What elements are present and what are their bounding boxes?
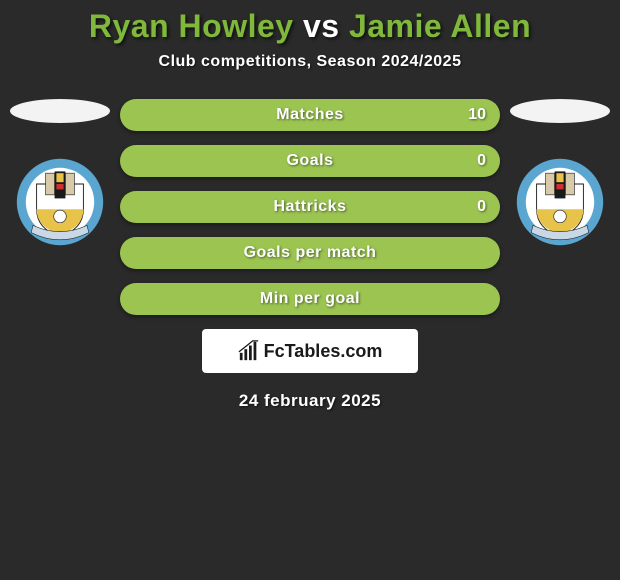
player2-name: Jamie Allen [349, 8, 531, 44]
stat-row-goals-per-match: Goals per match [120, 237, 500, 269]
club-crest-icon [515, 157, 605, 247]
right-player-column [510, 99, 610, 247]
stat-row-hattricks: Hattricks 0 [120, 191, 500, 223]
page-title: Ryan Howley vs Jamie Allen [10, 8, 610, 45]
player2-club-badge [515, 157, 605, 247]
stat-row-goals: Goals 0 [120, 145, 500, 177]
logo-text: FcTables.com [264, 341, 383, 362]
stat-row-min-per-goal: Min per goal [120, 283, 500, 315]
player1-photo-placeholder [10, 99, 110, 123]
stat-label: Hattricks [274, 198, 347, 216]
stat-label: Matches [276, 106, 344, 124]
stat-right-value: 0 [477, 198, 486, 216]
stats-column: Matches 10 Goals 0 Hattricks 0 Goals per… [120, 99, 500, 315]
stat-label: Goals per match [244, 244, 377, 262]
stat-label: Min per goal [260, 290, 360, 308]
fctables-logo[interactable]: FcTables.com [202, 329, 418, 373]
date-line: 24 february 2025 [10, 391, 610, 411]
left-player-column [10, 99, 110, 247]
vs-word: vs [303, 8, 340, 44]
club-crest-icon [15, 157, 105, 247]
comparison-container: Ryan Howley vs Jamie Allen Club competit… [0, 0, 620, 419]
main-row: Matches 10 Goals 0 Hattricks 0 Goals per… [10, 99, 610, 315]
bar-chart-icon [238, 340, 260, 362]
player1-club-badge [15, 157, 105, 247]
player1-name: Ryan Howley [89, 8, 294, 44]
player2-photo-placeholder [510, 99, 610, 123]
stat-right-value: 10 [468, 106, 486, 124]
stat-row-matches: Matches 10 [120, 99, 500, 131]
stat-label: Goals [287, 152, 334, 170]
stat-right-value: 0 [477, 152, 486, 170]
subtitle: Club competitions, Season 2024/2025 [10, 53, 610, 71]
